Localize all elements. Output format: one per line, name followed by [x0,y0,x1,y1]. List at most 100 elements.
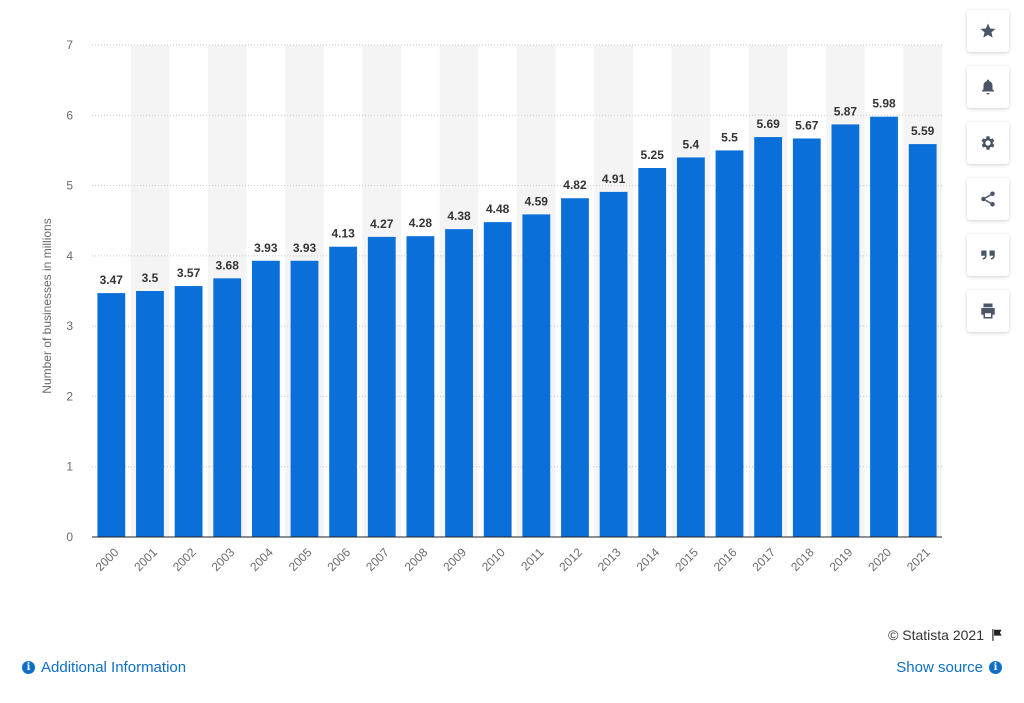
show-source-label: Show source [896,659,983,676]
bar[interactable] [870,116,898,537]
star-icon [980,23,996,38]
y-tick-label: 5 [66,179,73,193]
copyright-text: © Statista 2021 [888,627,984,643]
y-tick-label: 4 [66,249,73,263]
y-tick-label: 7 [66,38,73,52]
bar-chart: 0 1 2 3 4 5 6 7 Number of businesses in million… [40,38,942,574]
data-label: 3.93 [293,241,317,255]
data-label: 5.4 [683,137,700,151]
chart-toolbar [967,10,1011,346]
x-tick-label: 2008 [402,545,431,574]
notification-button[interactable] [967,66,1009,108]
data-label: 4.59 [525,194,549,208]
info-icon: i [22,661,35,674]
bar[interactable] [97,293,126,537]
x-tick-label: 2011 [518,545,546,573]
bar[interactable] [483,222,512,537]
x-tick-label: 2007 [363,545,392,574]
share-icon [981,191,995,207]
x-tick-label: 2020 [865,545,894,574]
x-tick-label: 2010 [479,545,508,574]
info-icon: i [989,661,1002,674]
bar[interactable] [251,260,280,537]
copyright-notice: © Statista 2021 [888,627,1004,643]
data-label: 4.28 [409,216,433,230]
bar[interactable] [290,260,319,537]
x-tick-label: 2003 [209,545,238,574]
data-label: 4.91 [602,172,626,186]
bar[interactable] [638,168,667,537]
y-axis-ticks: 0 1 2 3 4 5 6 7 [66,38,73,544]
data-label: 3.5 [142,271,159,285]
data-label: 3.47 [100,273,124,287]
x-tick-label: 2016 [711,545,740,574]
x-tick-label: 2017 [749,545,778,574]
y-tick-label: 2 [66,389,73,403]
data-label: 4.27 [370,217,394,231]
bar[interactable] [329,246,358,537]
share-button[interactable] [967,178,1009,220]
x-tick-label: 2015 [672,545,701,574]
bar[interactable] [715,150,744,537]
data-label: 5.5 [721,130,738,144]
quote-icon [981,250,995,260]
x-axis-ticks: 2000 2001 2002 2003 2004 2005 2006 2007 2008 2009… [93,545,933,574]
data-label: 3.68 [216,258,240,272]
bars [97,116,937,538]
settings-button[interactable] [967,122,1009,164]
x-tick-label: 2019 [827,545,856,574]
print-icon [981,303,995,319]
x-tick-label: 2014 [634,545,663,574]
x-tick-label: 2012 [556,545,585,574]
additional-information-link[interactable]: i Additional Information [22,659,186,676]
bar[interactable] [908,144,937,538]
x-tick-label: 2000 [93,545,122,574]
additional-information-label: Additional Information [41,659,187,676]
flag-icon[interactable] [990,628,1004,642]
y-tick-label: 0 [66,530,73,544]
data-label: 5.67 [795,118,819,132]
gear-icon [981,136,995,150]
data-label: 5.25 [641,148,665,162]
bar[interactable] [367,236,396,537]
favorite-button[interactable] [967,10,1009,52]
data-label: 3.93 [254,241,278,255]
y-tick-label: 3 [66,319,73,333]
y-tick-label: 6 [66,108,73,122]
bar[interactable] [213,278,242,537]
data-label: 5.98 [872,97,896,111]
cite-button[interactable] [967,234,1009,276]
data-label: 4.38 [447,209,471,223]
print-button[interactable] [967,290,1009,332]
x-tick-label: 2005 [286,545,315,574]
bar[interactable] [136,291,164,537]
data-label: 5.69 [756,117,780,131]
x-tick-label: 2021 [904,545,933,574]
bar[interactable] [754,137,783,537]
bar[interactable] [406,236,435,538]
x-tick-label: 2009 [440,545,469,574]
data-label: 4.48 [486,202,510,216]
x-tick-label: 2001 [131,545,160,574]
y-axis-label: Number of businesses in millions [40,218,54,393]
data-label: 4.13 [331,227,355,241]
bell-icon [982,79,994,95]
show-source-link[interactable]: Show source i [896,659,1002,676]
data-labels: 3.47 3.5 3.57 3.68 3.93 3.93 4.13 4.27 4.28 4.38 4… [100,97,935,287]
data-label: 5.59 [911,124,935,138]
x-tick-label: 2013 [595,545,624,574]
bar[interactable] [174,286,203,537]
bar[interactable] [561,198,589,538]
y-tick-label: 1 [66,460,73,474]
data-label: 5.87 [834,104,858,118]
x-tick-label: 2004 [247,545,276,574]
bar[interactable] [792,138,821,538]
bar[interactable] [676,157,705,537]
bar[interactable] [445,229,473,538]
bar[interactable] [522,214,551,538]
x-tick-label: 2002 [170,545,199,574]
bar[interactable] [599,191,628,537]
data-label: 3.57 [177,266,201,280]
bar[interactable] [831,124,860,538]
x-tick-label: 2006 [324,545,353,574]
